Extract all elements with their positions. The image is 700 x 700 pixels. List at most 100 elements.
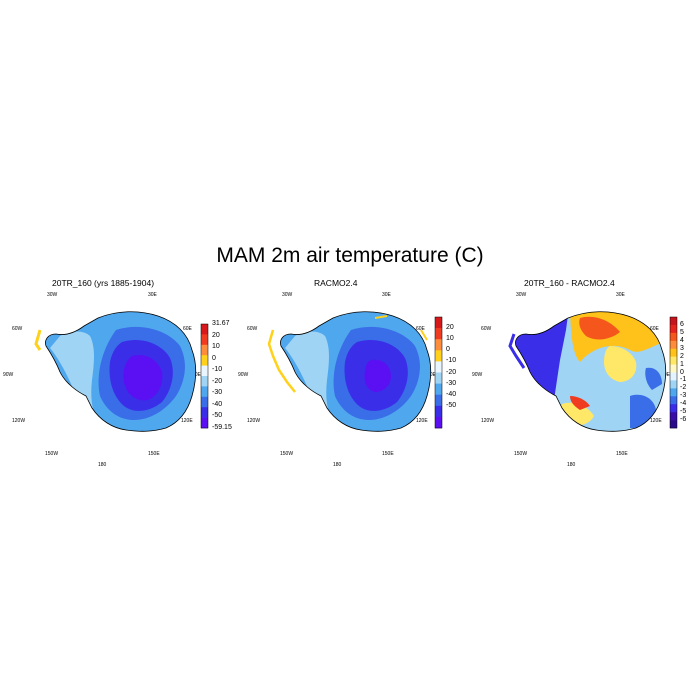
lon-label-60e: 60E [650, 326, 659, 332]
colorbar-label: -20 [212, 377, 223, 385]
figure-title: MAM 2m air temperature (C) [216, 244, 484, 267]
lon-label-120e: 120E [650, 418, 662, 424]
lon-label-120w: 120W [247, 418, 261, 424]
colorbar-label: -50 [446, 401, 457, 409]
lon-label-60e: 60E [416, 326, 425, 332]
colorbar-frame [200, 323, 209, 429]
colorbar-label: -40 [212, 400, 223, 408]
colorbar-segment [670, 396, 677, 405]
colorbar-segment [201, 417, 208, 429]
colorbar-segment [201, 407, 208, 418]
lon-label-180: 180 [98, 462, 107, 468]
lon-label-120e: 120E [416, 418, 428, 424]
colorbar-segment [670, 380, 677, 389]
colorbar-segment [670, 372, 677, 381]
colorbar-segment [670, 364, 677, 373]
colorbar-segment [670, 340, 677, 350]
colorbar-label: 5 [680, 328, 684, 336]
colorbar-segment [670, 324, 677, 334]
colorbar-segment [435, 339, 442, 351]
lon-label-30e: 30E [148, 292, 157, 298]
lon-label-30w: 30W [47, 292, 58, 298]
lon-label-150w: 150W [280, 451, 294, 457]
colorbar-label: -10 [446, 357, 457, 365]
lon-label-30w: 30W [516, 292, 527, 298]
colorbar-segment [201, 376, 208, 387]
colorbar-label: -10 [212, 366, 223, 374]
colorbar-label: 10 [446, 335, 454, 343]
lon-label-30w: 30W [282, 292, 293, 298]
colorbar-label: -50 [212, 412, 223, 420]
panel-title-racmo: RACMO2.4 [314, 278, 358, 288]
colorbar-label: 6 [680, 320, 684, 328]
antarctica-map-model [34, 311, 197, 432]
colorbar-label: -5 [680, 408, 687, 416]
colorbar-label: -6 [680, 416, 687, 424]
colorbar-segment [435, 405, 442, 418]
lon-label-150w: 150W [514, 451, 528, 457]
colorbar-label: -40 [446, 390, 457, 398]
colorbar-model [200, 323, 209, 429]
colorbar-segment [670, 420, 677, 429]
lon-label-150w: 150W [45, 451, 59, 457]
lon-label-150e: 150E [148, 451, 160, 457]
colorbar-label: 0 [212, 354, 216, 362]
lon-label-90w: 90W [3, 372, 14, 378]
colorbar-segment [435, 383, 442, 395]
colorbar-label: 20 [446, 324, 454, 332]
colorbar-label: 31.67 [212, 320, 230, 327]
panel-title-difference: 20TR_160 - RACMO2.4 [524, 278, 615, 288]
colorbar-label: -3 [680, 392, 687, 400]
colorbar-segment [670, 356, 677, 365]
lon-label-120w: 120W [12, 418, 26, 424]
colorbar-label: -2 [680, 384, 687, 392]
colorbar-segment [201, 386, 208, 398]
colorbar-label: 3 [680, 344, 684, 352]
lon-label-60e: 60E [183, 326, 192, 332]
lon-label-60w: 60W [12, 326, 23, 332]
lon-label-120w: 120W [481, 418, 495, 424]
lon-label-90e: 90E [192, 372, 201, 378]
lon-label-150e: 150E [382, 451, 394, 457]
colorbar-segment [201, 344, 208, 356]
colorbar-label: -59.15 [212, 424, 232, 431]
colorbar-label: 2 [680, 352, 684, 360]
lon-label-30e: 30E [382, 292, 391, 298]
colorbar-label: -4 [680, 400, 687, 408]
antarctica-map-difference [508, 311, 667, 432]
lon-label-90w: 90W [238, 372, 249, 378]
lon-label-60w: 60W [481, 326, 492, 332]
colorbar-label: 20 [212, 331, 220, 339]
colorbar-label: -20 [446, 368, 457, 376]
lon-label-60w: 60W [247, 326, 258, 332]
colorbar-segment [435, 361, 442, 373]
colorbar-label: 1 [680, 360, 684, 368]
colorbar-segment [670, 332, 677, 342]
lon-label-150e: 150E [616, 451, 628, 457]
colorbar-segment [201, 324, 208, 335]
colorbar-segment [435, 317, 442, 329]
lon-label-90w: 90W [472, 372, 483, 378]
colorbar-frame [434, 316, 443, 429]
colorbar-racmo [434, 316, 443, 429]
colorbar-frame [669, 316, 678, 429]
colorbar-segment [201, 365, 208, 377]
panel-title-model: 20TR_160 (yrs 1885-1904) [52, 278, 155, 288]
colorbar-segment [201, 396, 208, 408]
colorbar-label: -1 [680, 376, 687, 384]
lon-label-120e: 120E [181, 418, 193, 424]
antarctica-map-racmo [267, 311, 432, 432]
colorbar-difference [669, 316, 678, 429]
lon-label-30e: 30E [616, 292, 625, 298]
colorbar-segment [435, 394, 442, 407]
lon-label-180: 180 [567, 462, 576, 468]
colorbar-segment [670, 404, 677, 413]
colorbar-label: -30 [446, 379, 457, 387]
colorbar-label: 4 [680, 336, 684, 344]
colorbar-segment [670, 348, 677, 357]
colorbar-segment [201, 355, 208, 366]
colorbar-segment [201, 334, 208, 346]
colorbar-segment [435, 350, 442, 362]
colorbar-segment [435, 372, 442, 384]
